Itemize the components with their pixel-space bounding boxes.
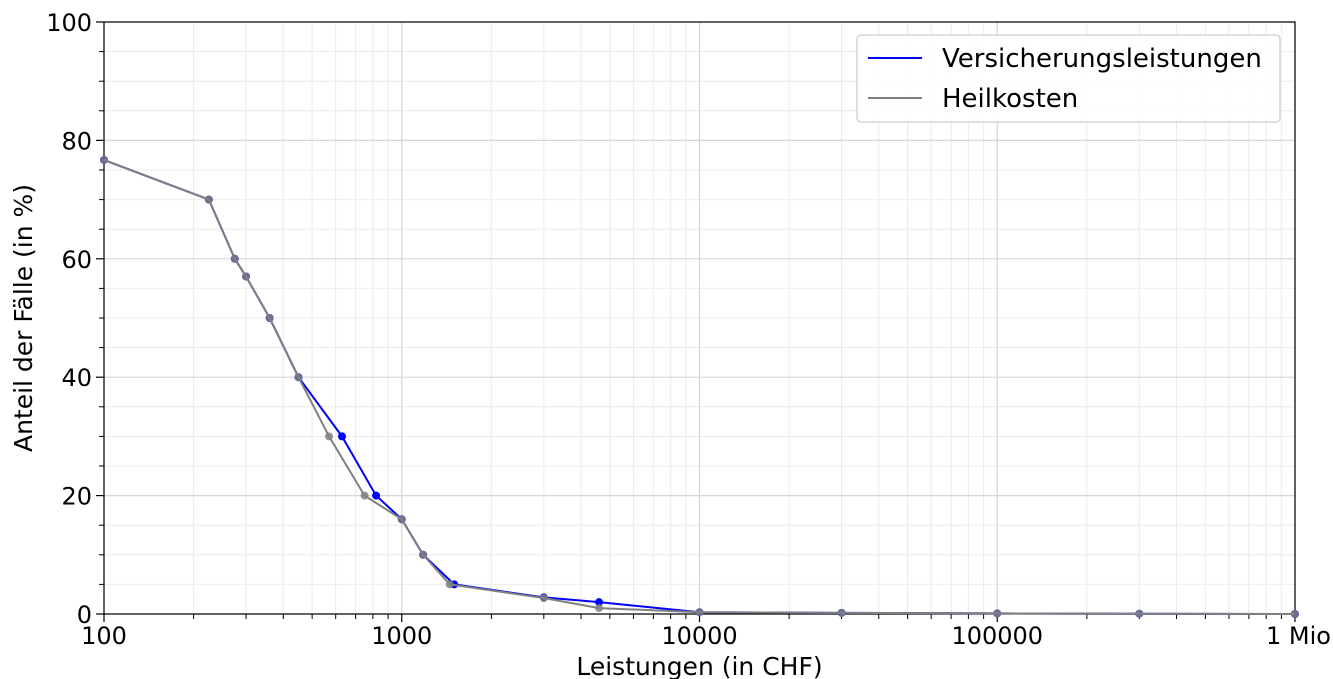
data-point-heilkosten <box>695 608 704 617</box>
data-point-heilkosten <box>242 272 251 281</box>
x-axis-label: Leistungen (in CHF) <box>576 652 822 679</box>
data-point-heilkosten <box>837 608 846 617</box>
y-tick-label: 80 <box>61 127 92 155</box>
data-point-heilkosten <box>539 594 548 603</box>
x-tick-label: 100 <box>81 622 127 650</box>
data-point-versicherungsleistungen <box>595 598 604 607</box>
x-axis-tick-labels: 100 1000 10000 100000 1 Mio <box>81 622 1331 650</box>
series-layer <box>100 155 1299 618</box>
data-point-versicherungsleistungen <box>338 432 346 441</box>
legend-label-heilkosten: Heilkosten <box>942 84 1078 114</box>
data-point-heilkosten <box>360 491 369 500</box>
data-point-heilkosten <box>204 195 213 204</box>
series-heilkosten <box>100 155 1299 618</box>
y-tick-label: 0 <box>77 601 92 629</box>
data-point-heilkosten <box>993 609 1002 618</box>
data-point-heilkosten <box>595 604 604 613</box>
y-tick-label: 20 <box>61 483 92 511</box>
y-tick-label: 100 <box>46 9 92 37</box>
data-point-heilkosten <box>445 580 454 589</box>
data-point-heilkosten <box>230 254 239 263</box>
data-point-versicherungsleistungen <box>372 491 381 500</box>
data-point-heilkosten <box>294 373 303 382</box>
x-tick-label: 1 Mio <box>1266 622 1331 650</box>
data-point-heilkosten <box>325 432 334 441</box>
data-point-heilkosten <box>1135 609 1144 618</box>
x-tick-label: 1000 <box>371 622 432 650</box>
legend-label-versicherungsleistungen: Versicherungsleistungen <box>942 44 1262 74</box>
y-tick-label: 40 <box>61 364 92 392</box>
x-tick-label: 10000 <box>661 622 737 650</box>
data-point-heilkosten <box>397 515 406 524</box>
data-point-heilkosten <box>419 550 428 559</box>
y-tick-label: 60 <box>61 246 92 274</box>
data-point-heilkosten <box>1291 610 1299 618</box>
data-point-heilkosten <box>100 155 108 164</box>
legend: Versicherungsleistungen Heilkosten <box>856 34 1281 123</box>
legend-box <box>856 34 1281 123</box>
y-axis-tick-labels: 0 20 40 60 80 100 <box>46 9 92 629</box>
data-point-heilkosten <box>265 314 274 322</box>
x-tick-label: 100000 <box>951 622 1043 650</box>
y-axis-label: Anteil der Fälle (in %) <box>9 184 38 452</box>
